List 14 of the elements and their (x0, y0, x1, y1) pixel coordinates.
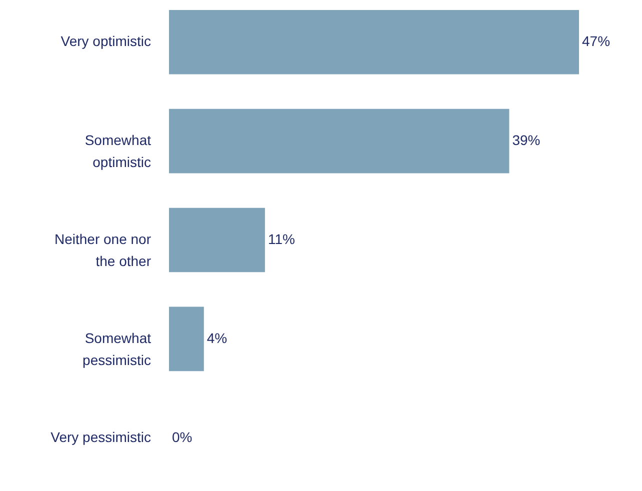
y-tick-label: Very pessimistic (50, 428, 151, 445)
data-label: 4% (206, 330, 228, 346)
bar (169, 108, 510, 174)
y-tick-label: Neither one nor the other (54, 231, 152, 269)
data-label: 47% (582, 33, 610, 50)
data-label: 39% (512, 132, 540, 148)
y-tick-label: Somewhat optimistic (84, 132, 152, 170)
y-tick-label: Somewhat pessimistic (82, 330, 152, 368)
bar (169, 306, 204, 372)
bar (169, 10, 579, 74)
data-label: 0% (172, 428, 192, 445)
bar (169, 208, 265, 272)
data-label: 11% (268, 231, 295, 247)
y-tick-label: Very optimistic (60, 33, 151, 50)
